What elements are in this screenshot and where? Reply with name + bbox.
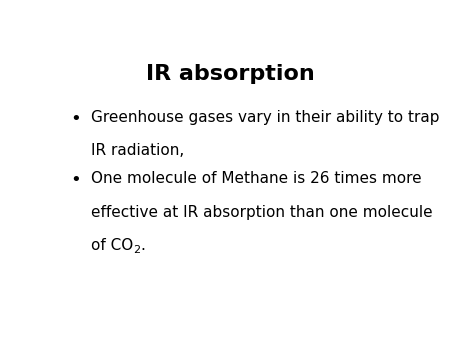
Text: 2: 2	[133, 245, 140, 255]
Text: One molecule of Methane is 26 times more: One molecule of Methane is 26 times more	[91, 171, 422, 186]
Text: •: •	[70, 110, 81, 127]
Text: IR absorption: IR absorption	[146, 64, 315, 84]
Text: .: .	[140, 238, 145, 254]
Text: IR radiation,: IR radiation,	[91, 143, 184, 159]
Text: Greenhouse gases vary in their ability to trap: Greenhouse gases vary in their ability t…	[91, 110, 440, 124]
Text: •: •	[70, 171, 81, 189]
Text: of CO: of CO	[91, 238, 133, 254]
Text: effective at IR absorption than one molecule: effective at IR absorption than one mole…	[91, 204, 433, 219]
